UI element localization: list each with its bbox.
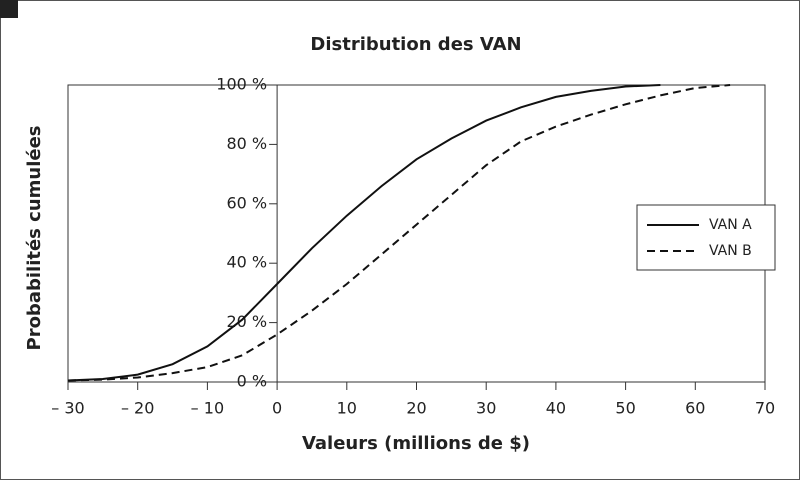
- y-tick-label: 40 %: [226, 253, 267, 272]
- y-axis-label: Probabilités cumulées: [24, 125, 45, 350]
- x-tick-label: – 30: [51, 399, 84, 418]
- x-tick-label: 40: [546, 399, 566, 418]
- x-tick-label: 20: [406, 399, 426, 418]
- y-tick-label: 20 %: [226, 312, 267, 331]
- legend-label: VAN A: [709, 217, 752, 233]
- x-tick-label: 10: [337, 399, 357, 418]
- x-tick-label: 50: [615, 399, 635, 418]
- line-series: [67, 84, 661, 382]
- chart-title: Distribution des VAN: [310, 34, 521, 55]
- x-tick-label: 0: [272, 399, 282, 418]
- y-tick-label: 60 %: [226, 193, 267, 212]
- x-tick-label: 60: [685, 399, 705, 418]
- legend-box: [636, 204, 776, 271]
- x-tick-label: – 10: [191, 399, 224, 418]
- y-tick-label: 0 %: [237, 372, 267, 391]
- x-tick-label: 70: [755, 399, 775, 418]
- y-tick-label: 80 %: [226, 134, 267, 153]
- x-tick-label: 30: [476, 399, 496, 418]
- y-tick-label: 100 %: [216, 75, 267, 94]
- x-tick-label: – 20: [121, 399, 154, 418]
- legend-label: VAN B: [709, 243, 752, 259]
- corner-mark: [0, 0, 18, 18]
- x-axis-label: Valeurs (millions de $): [302, 433, 530, 454]
- line-series: [67, 84, 731, 382]
